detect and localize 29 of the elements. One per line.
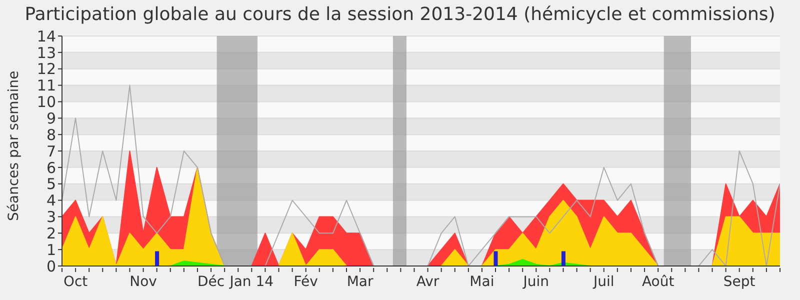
y-tick-label: 10 (36, 93, 56, 112)
x-tick-label: Oct (63, 274, 88, 290)
chart-title: Participation globale au cours de la session 2013-2014 (hémicycle et commissions) (24, 4, 776, 25)
y-tick-label: 6 (46, 158, 56, 177)
x-tick-label: Juin (522, 274, 550, 290)
y-tick-label: 13 (36, 44, 56, 62)
y-tick-label: 8 (46, 126, 56, 144)
x-tick-label: Jan 14 (228, 274, 274, 290)
y-tick-label: 5 (46, 175, 56, 194)
y-tick-label: 4 (46, 192, 56, 210)
y-tick-label: 14 (36, 27, 56, 46)
y-tick-label: 0 (46, 257, 56, 276)
x-tick-label: Nov (130, 274, 157, 290)
x-tick-label: Sept (723, 274, 756, 290)
y-tick-label: 9 (46, 109, 56, 128)
y-tick-label: 12 (36, 60, 56, 78)
y-tick-label: 2 (46, 224, 56, 242)
y-tick-label: 3 (46, 208, 56, 226)
x-tick-label: Déc (197, 274, 225, 290)
x-tick-label: Mai (470, 274, 494, 290)
y-axis-title: Séances par semaine (6, 70, 22, 221)
y-tick-label: 7 (46, 142, 56, 160)
y-tick-label: 11 (36, 76, 56, 95)
x-tick-label: Mar (346, 274, 374, 290)
x-tick-label: Fév (294, 274, 318, 290)
x-tick-label: Juil (592, 274, 614, 290)
x-tick-label: Avr (416, 274, 440, 290)
x-tick-label: Août (642, 274, 675, 290)
y-tick-label: 1 (46, 240, 56, 259)
